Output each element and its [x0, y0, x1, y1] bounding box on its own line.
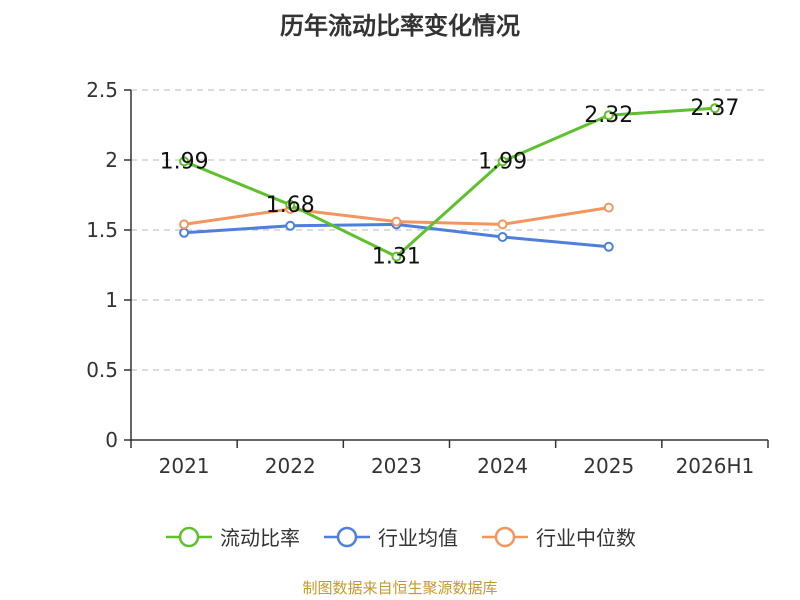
data-label: 1.68 [266, 193, 315, 218]
data-labels: 1.99 1.68 1.31 1.99 2.32 2.37 [160, 96, 740, 269]
x-axis: 2021 2022 2023 2024 2025 2026H1 [130, 439, 769, 478]
data-point [497, 232, 508, 242]
x-tick-label: 2021 [159, 454, 210, 478]
legend-marker-icon [166, 526, 212, 547]
y-tick-label: 2 [105, 148, 118, 172]
data-label: 1.31 [372, 245, 421, 270]
legend-item: 流动比率 [164, 522, 300, 551]
y-grid [131, 89, 768, 371]
series-line [183, 106, 716, 259]
legend-marker-icon [324, 526, 370, 547]
data-point [179, 156, 190, 167]
data-point [285, 199, 296, 210]
x-tick-label: 2022 [265, 454, 316, 478]
data-label: 1.99 [160, 149, 209, 174]
legend-label: 流动比率 [220, 526, 300, 550]
x-tick-label: 2024 [477, 454, 528, 478]
y-tick-label: 0 [105, 428, 118, 452]
data-point [497, 156, 508, 167]
source-footer: 制图数据来自恒生聚源数据库 [302, 579, 498, 597]
data-point [603, 110, 614, 121]
chart-title: 历年流动比率变化情况 [280, 12, 520, 40]
x-tick-label: 2025 [583, 454, 634, 478]
y-tick-label: 0.5 [86, 358, 118, 382]
data-point [603, 202, 614, 213]
x-tick-label: 2023 [371, 454, 422, 478]
y-tick-label: 1 [105, 288, 118, 312]
legend-label: 行业均值 [378, 526, 458, 550]
legend-item: 行业均值 [322, 522, 458, 551]
data-point [285, 220, 296, 231]
legend: 流动比率 行业均值 行业中位数 [0, 522, 800, 551]
data-point [391, 251, 402, 262]
y-axis: 0 0.5 1 1.5 2 2.5 [86, 78, 132, 452]
series-lines [179, 103, 720, 262]
y-tick-label: 2.5 [86, 78, 118, 102]
y-tick-label: 1.5 [86, 218, 118, 242]
legend-marker-icon [482, 526, 528, 547]
data-point [391, 216, 402, 227]
legend-label: 行业中位数 [536, 526, 636, 550]
data-point [709, 103, 720, 114]
data-label: 2.32 [584, 103, 633, 128]
legend-item: 行业中位数 [480, 522, 636, 551]
data-point [179, 219, 190, 230]
data-label: 2.37 [690, 96, 739, 121]
data-point [497, 219, 508, 230]
data-point [603, 241, 614, 252]
x-tick-label: 2026H1 [676, 454, 755, 478]
data-label: 1.99 [478, 149, 527, 174]
data-point [179, 227, 190, 238]
